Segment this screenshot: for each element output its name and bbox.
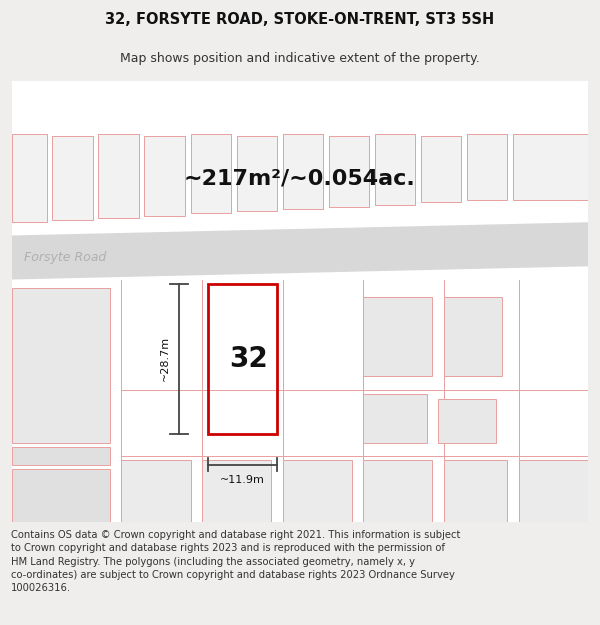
Bar	[364, 297, 433, 376]
Bar	[191, 134, 231, 213]
Bar	[375, 134, 415, 204]
Bar	[421, 136, 461, 202]
Bar	[12, 288, 110, 442]
Text: 32, FORSYTE ROAD, STOKE-ON-TRENT, ST3 5SH: 32, FORSYTE ROAD, STOKE-ON-TRENT, ST3 5S…	[106, 12, 494, 27]
Text: ~28.7m: ~28.7m	[160, 336, 170, 381]
Bar	[202, 460, 271, 522]
Text: 32: 32	[229, 345, 268, 373]
Text: Map shows position and indicative extent of the property.: Map shows position and indicative extent…	[120, 52, 480, 65]
Bar	[236, 136, 277, 211]
Bar	[329, 136, 369, 207]
Bar	[283, 460, 352, 522]
Text: ~11.9m: ~11.9m	[220, 475, 265, 485]
Bar	[444, 297, 502, 376]
Bar	[467, 134, 508, 200]
Bar	[283, 134, 323, 209]
Text: Contains OS data © Crown copyright and database right 2021. This information is : Contains OS data © Crown copyright and d…	[11, 530, 460, 593]
Text: Forsyte Road: Forsyte Road	[23, 251, 106, 264]
Bar	[52, 136, 92, 220]
Bar	[208, 284, 277, 434]
Polygon shape	[12, 222, 588, 279]
Bar	[98, 134, 139, 218]
Bar	[12, 469, 110, 522]
Bar	[145, 136, 185, 216]
Bar	[444, 460, 508, 522]
Bar	[12, 134, 47, 222]
Bar	[513, 134, 588, 200]
Bar	[364, 460, 433, 522]
Text: ~217m²/~0.054ac.: ~217m²/~0.054ac.	[184, 168, 416, 188]
Bar	[519, 460, 588, 522]
Bar	[12, 447, 110, 464]
Bar	[121, 460, 191, 522]
Bar	[438, 399, 496, 442]
Bar	[364, 394, 427, 442]
